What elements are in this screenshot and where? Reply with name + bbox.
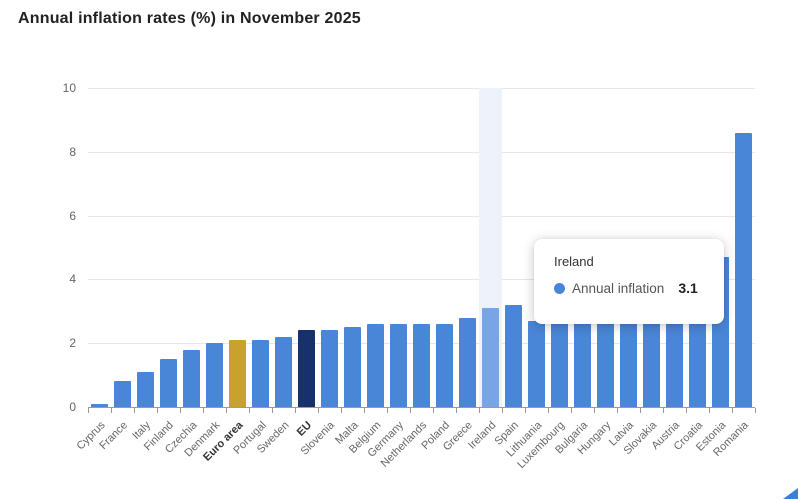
- bar-czechia[interactable]: [183, 349, 200, 407]
- bar-spain[interactable]: [505, 304, 522, 407]
- y-axis-label-8: 8: [69, 144, 76, 159]
- bar-cell-luxembourg[interactable]: Luxembourg: [516, 88, 572, 471]
- corner-logo-mark: [783, 488, 798, 499]
- bar-cell-slovakia[interactable]: Slovakia: [621, 88, 664, 457]
- y-axis-label-4: 4: [69, 272, 76, 287]
- tooltip-country: Ireland: [554, 254, 594, 269]
- bar-cell-germany[interactable]: Germany: [366, 88, 411, 460]
- bar-series: Cyprus France Italy Finland Czechia Denmark Eu…: [74, 88, 756, 471]
- bar-cell-bulgaria[interactable]: Bulgaria: [553, 88, 595, 456]
- bar-cell-lithuania[interactable]: Lithuania: [504, 88, 549, 459]
- gridline-10: [88, 88, 755, 89]
- bar-cell-romania[interactable]: Romania: [712, 88, 756, 459]
- bar-belgium[interactable]: [367, 324, 384, 407]
- bar-greece[interactable]: [459, 317, 476, 407]
- bar-euro-area[interactable]: [229, 340, 246, 407]
- bar-eu[interactable]: [298, 330, 315, 407]
- bar-cell-malta[interactable]: Malta: [333, 88, 365, 447]
- bar-cell-sweden[interactable]: Sweden: [255, 88, 296, 456]
- bar-portugal[interactable]: [252, 340, 269, 407]
- bar-bulgaria[interactable]: [574, 320, 591, 407]
- bar-slovenia[interactable]: [321, 330, 338, 407]
- bar-cell-eu[interactable]: EU: [295, 88, 319, 439]
- bar-cell-poland[interactable]: Poland: [420, 88, 457, 452]
- bar-sweden[interactable]: [275, 336, 292, 407]
- bar-italy[interactable]: [137, 371, 154, 407]
- bar-cell-czechia[interactable]: Czechia: [163, 88, 204, 456]
- bar-cell-slovenia[interactable]: Slovenia: [299, 88, 342, 458]
- bar-netherlands[interactable]: [413, 324, 430, 407]
- bar-luxembourg[interactable]: [551, 320, 568, 407]
- bar-latvia[interactable]: [620, 320, 637, 407]
- series-dot-icon: [554, 282, 565, 294]
- bar-croatia[interactable]: [689, 320, 706, 407]
- bar-poland[interactable]: [436, 324, 453, 407]
- bar-cell-austria[interactable]: Austria: [650, 88, 687, 452]
- y-axis-label-2: 2: [69, 336, 76, 351]
- bar-slovakia[interactable]: [643, 320, 660, 407]
- bar-cell-cyprus[interactable]: Cyprus: [74, 88, 112, 452]
- bar-cell-croatia[interactable]: Croatia: [672, 88, 710, 453]
- tooltip-value: 3.1: [678, 280, 698, 296]
- chart-title: Annual inflation rates (%) in November 2…: [18, 10, 361, 27]
- plot-area: 0 2 4 6 8 10 Cyprus France Italy Finland Czechia D…: [63, 82, 756, 471]
- bar-austria[interactable]: [666, 320, 683, 407]
- bar-cell-finland[interactable]: Finland: [142, 88, 181, 453]
- bar-germany[interactable]: [390, 324, 407, 407]
- gridline-8: [88, 151, 755, 153]
- tooltip-series-label: Annual inflation: [572, 280, 665, 296]
- bar-denmark[interactable]: [206, 343, 223, 407]
- tooltip: Ireland Annual inflation 3.1: [534, 239, 724, 324]
- bar-cyprus[interactable]: [91, 403, 108, 407]
- bar-cell-latvia[interactable]: Latvia: [607, 88, 641, 449]
- bar-cell-netherlands[interactable]: Netherlands: [379, 88, 434, 470]
- bar-cell-greece[interactable]: Greece: [441, 88, 480, 453]
- bar-cell-italy[interactable]: Italy: [131, 88, 158, 442]
- bar-ireland[interactable]: [482, 308, 499, 407]
- y-axis-label-6: 6: [69, 208, 76, 223]
- bar-cell-spain[interactable]: Spain: [493, 88, 526, 448]
- bar-finland[interactable]: [160, 359, 177, 407]
- bar-hungary[interactable]: [597, 320, 614, 407]
- bar-cell-france[interactable]: France: [98, 88, 135, 452]
- bar-cell-euro-area[interactable]: Euro area: [201, 88, 250, 464]
- y-axis-label-0: 0: [69, 400, 76, 414]
- bar-cell-belgium[interactable]: Belgium: [347, 88, 388, 456]
- bar-cell-ireland[interactable]: Ireland: [466, 88, 503, 452]
- gridline-6: [88, 215, 755, 217]
- bar-lithuania[interactable]: [528, 320, 545, 407]
- bar-romania[interactable]: [735, 132, 752, 407]
- gridline-4: [88, 279, 755, 281]
- bar-cell-denmark[interactable]: Denmark: [182, 88, 227, 459]
- bar-cell-hungary[interactable]: Hungary: [575, 88, 618, 457]
- bar-france[interactable]: [114, 381, 131, 407]
- bar-cell-portugal[interactable]: Portugal: [231, 88, 273, 457]
- y-axis-label-10: 10: [62, 81, 76, 95]
- bar-malta[interactable]: [344, 327, 361, 407]
